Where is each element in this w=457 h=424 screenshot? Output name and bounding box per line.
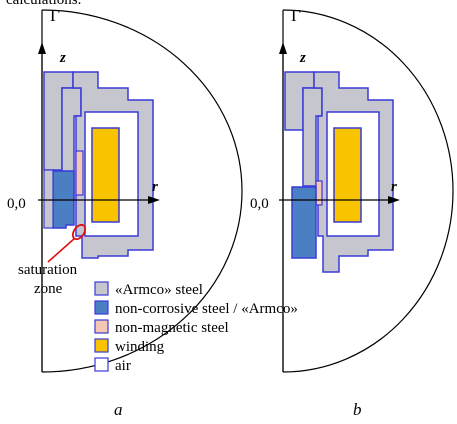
legend-item: non-corrosive steel / «Armco» xyxy=(94,300,298,317)
legend-label: air xyxy=(115,358,131,374)
boundary-arc xyxy=(41,9,243,373)
legend-swatch xyxy=(94,338,109,353)
armco-strip xyxy=(43,169,54,229)
z-axis-label: z xyxy=(299,50,306,66)
caption-b: b xyxy=(353,400,362,419)
saturation-label-line1: saturation xyxy=(18,262,78,278)
legend-swatch xyxy=(94,300,109,315)
legend-swatch xyxy=(94,357,109,372)
origin-label: 0,0 xyxy=(250,196,269,212)
legend-item: winding xyxy=(94,338,165,355)
winding xyxy=(333,127,362,223)
r-axis-label: r xyxy=(391,179,397,195)
legend-item: non-magnetic steel xyxy=(94,319,229,336)
legend-swatch xyxy=(94,319,109,334)
origin-label: 0,0 xyxy=(7,196,26,212)
r-axis-arrow xyxy=(388,196,400,204)
non-magnetic-steel xyxy=(75,150,84,196)
z-axis-arrow xyxy=(38,42,46,54)
header-text: calculations. xyxy=(6,0,81,8)
saturation-pointer xyxy=(47,237,76,263)
r-axis-arrow xyxy=(148,196,160,204)
legend-item: «Armco» steel xyxy=(94,281,203,298)
legend-label: non-magnetic steel xyxy=(115,320,229,336)
panel-b: Γ z r 0,0 b xyxy=(250,6,454,419)
legend: «Armco» steel non-corrosive steel / «Arm… xyxy=(94,281,298,374)
legend-swatch xyxy=(94,281,109,296)
panel-a: Γ z r 0,0 saturation zone a xyxy=(7,6,243,419)
boundary-label: Γ xyxy=(291,6,301,25)
boundary-arc xyxy=(282,9,454,373)
non-magnetic-steel xyxy=(315,180,323,206)
saturation-label-line2: zone xyxy=(34,281,63,297)
non-corrosive-steel xyxy=(291,186,317,259)
winding xyxy=(91,127,120,223)
legend-item: air xyxy=(94,357,131,374)
legend-label: non-corrosive steel / «Armco» xyxy=(115,301,298,317)
z-axis-label: z xyxy=(59,50,66,66)
caption-a: a xyxy=(114,400,123,419)
boundary-label: Γ xyxy=(50,6,60,25)
r-axis-label: r xyxy=(152,179,158,195)
z-axis-arrow xyxy=(279,42,287,54)
legend-label: «Armco» steel xyxy=(115,282,203,298)
legend-label: winding xyxy=(115,339,165,355)
